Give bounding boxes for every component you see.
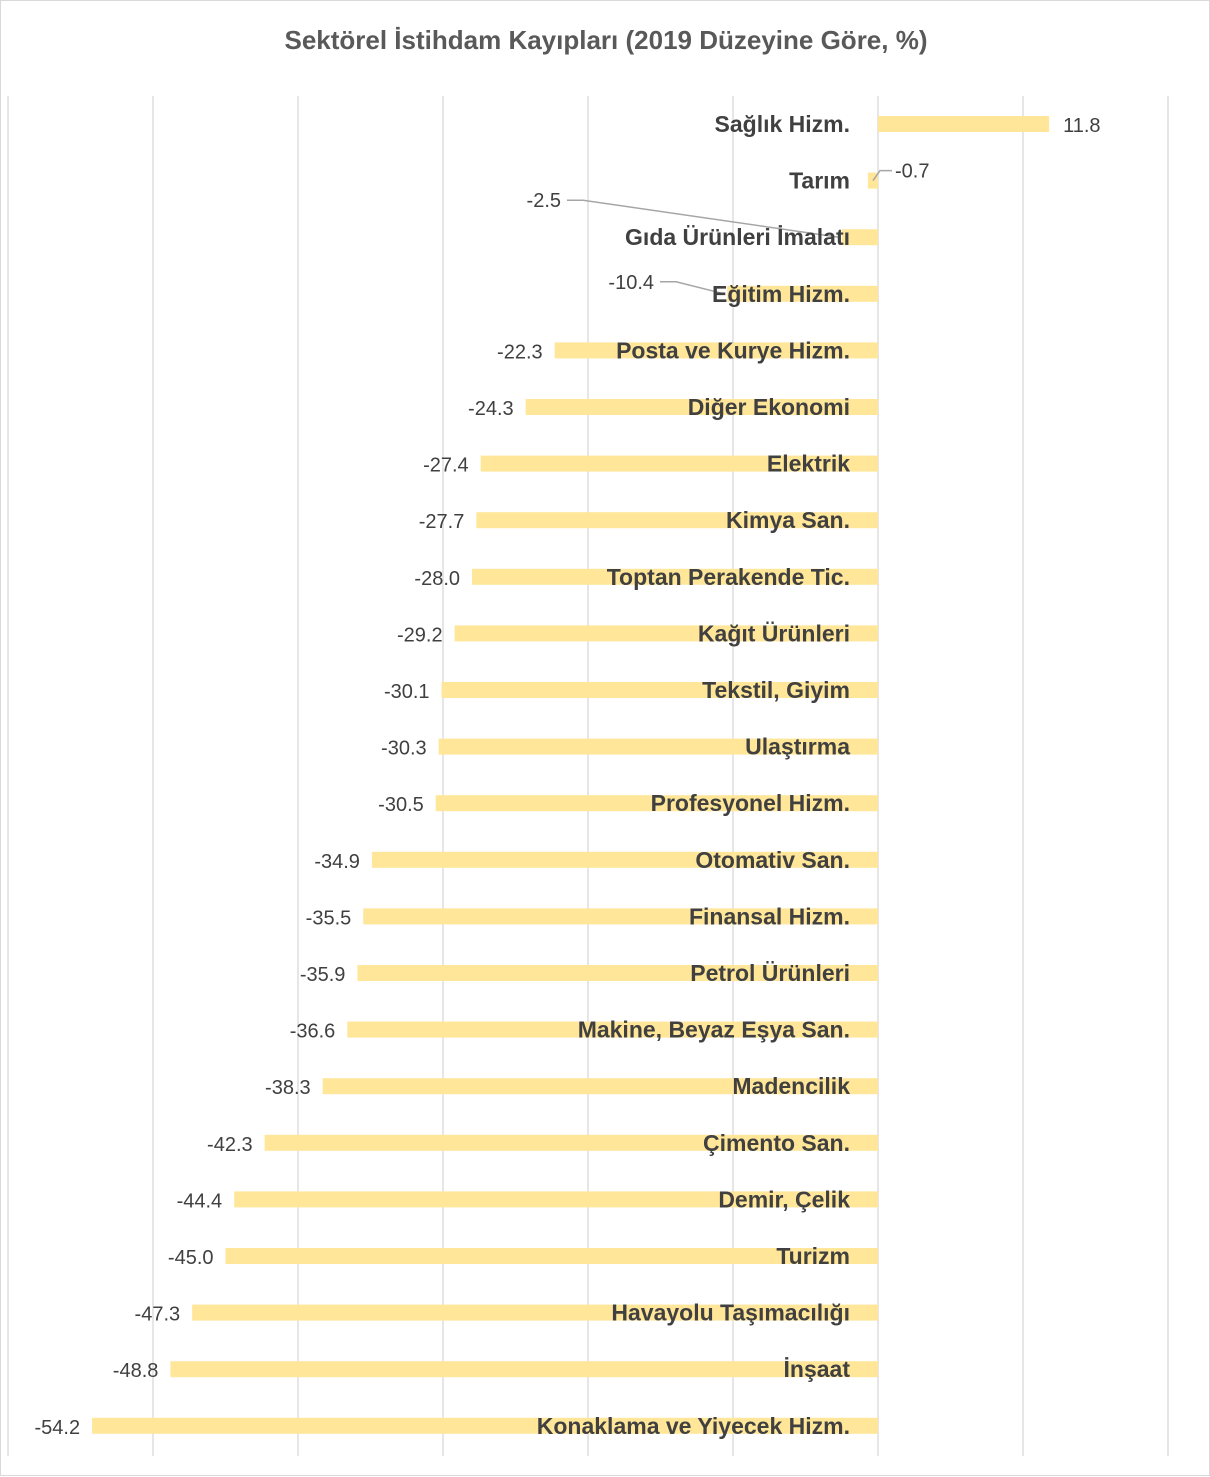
bar — [225, 1248, 878, 1264]
data-label: -30.1 — [384, 681, 430, 703]
leader-line — [567, 199, 839, 238]
bar — [92, 1417, 879, 1434]
category-label: Konaklama ve Yiyecek Hizm. — [537, 1413, 850, 1439]
data-label: -34.9 — [314, 851, 360, 873]
bar — [438, 738, 878, 755]
bar — [841, 229, 878, 246]
bar — [525, 399, 878, 415]
bar — [472, 568, 878, 585]
category-label: Diğer Ekonomi — [688, 394, 850, 420]
bar — [878, 116, 1050, 132]
value-labels: 11.8 -0.7 -2.5 -10.4 -22.3 -24.3 -27.4 -27.7 -28… — [35, 115, 1101, 1439]
bar — [476, 512, 878, 529]
category-label: Makine, Beyaz Eşya San. — [578, 1017, 850, 1043]
data-label: -24.3 — [468, 398, 514, 420]
category-label: Otomativ San. — [695, 847, 850, 873]
bar — [322, 1078, 878, 1095]
data-label: -27.4 — [423, 455, 469, 477]
data-label: 11.8 — [1063, 115, 1100, 137]
bar — [371, 851, 878, 868]
category-label: Çimento San. — [703, 1130, 850, 1156]
data-label: -27.7 — [419, 511, 465, 533]
category-label: Tekstil, Giyim — [702, 677, 850, 703]
bar — [435, 795, 878, 812]
category-label: Ulaştırma — [745, 734, 850, 760]
category-label: Turizm — [776, 1243, 850, 1269]
data-label: -54.2 — [35, 1417, 81, 1439]
bar — [454, 625, 878, 642]
category-label: Kimya San. — [726, 507, 850, 533]
data-label: -38.3 — [265, 1077, 311, 1099]
bar — [170, 1361, 878, 1378]
category-label: Demir, Çelik — [718, 1186, 850, 1212]
data-label: -10.4 — [608, 272, 654, 294]
category-label: Profesyonel Hizm. — [651, 790, 850, 816]
bar — [363, 908, 878, 925]
leader-line — [660, 281, 725, 295]
data-label: -47.3 — [135, 1304, 181, 1326]
category-label: Sağlık Hizm. — [715, 111, 850, 137]
category-label: Havayolu Taşımacılığı — [611, 1300, 850, 1326]
category-label: Gıda Ürünleri İmalatı — [625, 224, 850, 250]
category-label: Posta ve Kurye Hizm. — [616, 337, 850, 363]
data-label: -42.3 — [207, 1134, 253, 1156]
leader-lines — [567, 169, 892, 295]
data-label: -22.3 — [497, 341, 543, 363]
data-label: -48.8 — [113, 1360, 159, 1382]
category-label: Finansal Hizm. — [689, 903, 850, 929]
bar — [347, 1021, 878, 1038]
category-label: İnşaat — [784, 1356, 851, 1382]
bar — [264, 1134, 878, 1151]
data-label: -28.0 — [414, 568, 460, 590]
data-label: -30.5 — [378, 794, 424, 816]
data-label: -45.0 — [168, 1247, 214, 1269]
gridlines — [7, 96, 1169, 1456]
category-label: Eğitim Hizm. — [712, 281, 850, 307]
data-label: -29.2 — [397, 624, 443, 646]
data-label: -0.7 — [895, 161, 929, 183]
category-label: Kağıt Ürünleri — [698, 620, 850, 646]
bar — [867, 172, 878, 189]
leader-line — [872, 169, 892, 182]
bar — [357, 965, 878, 981]
bar — [554, 342, 878, 359]
bars — [92, 116, 1050, 1434]
bar — [480, 455, 878, 472]
category-labels: Sağlık Hizm. Tarım Gıda Ürünleri İmalatı Eğ… — [537, 111, 851, 1439]
data-label: -30.3 — [381, 738, 427, 760]
data-label: -44.4 — [177, 1190, 223, 1212]
chart-title: Sektörel İstihdam Kayıpları (2019 Düzeyi… — [284, 25, 927, 55]
data-label: -36.6 — [290, 1021, 336, 1043]
data-label: -2.5 — [527, 190, 561, 212]
data-label: -35.5 — [306, 907, 352, 929]
category-label: Toptan Perakende Tic. — [607, 564, 850, 590]
bar — [192, 1304, 878, 1321]
bar — [727, 285, 878, 302]
category-label: Elektrik — [767, 451, 850, 477]
bar — [234, 1191, 878, 1208]
data-label: -35.9 — [300, 964, 346, 986]
category-label: Petrol Ürünleri — [690, 960, 850, 986]
category-label: Tarım — [789, 168, 850, 194]
bar — [441, 682, 878, 698]
category-label: Madencilik — [732, 1073, 850, 1099]
